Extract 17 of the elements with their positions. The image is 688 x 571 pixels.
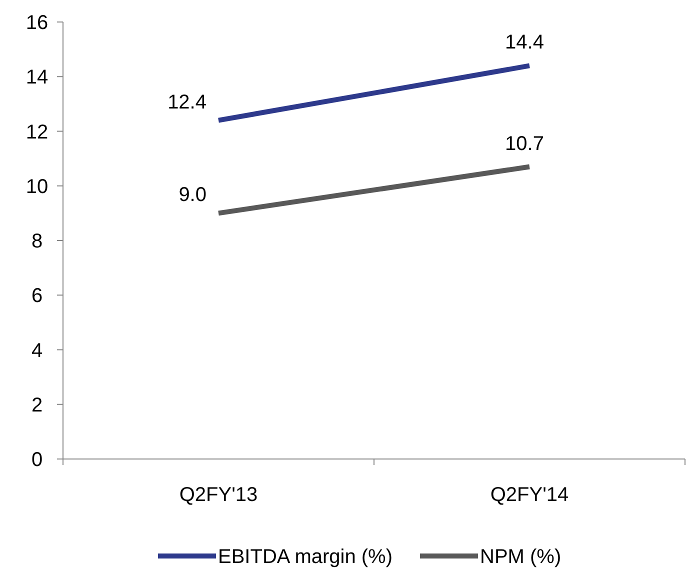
y-tick-label: 10 — [26, 176, 48, 198]
data-label: 10.7 — [505, 132, 544, 155]
y-tick-label: 8 — [31, 230, 43, 252]
y-tick-label: 2 — [31, 394, 43, 416]
y-tick-label: 14 — [26, 66, 48, 89]
legend-label: EBITDA margin (%) — [218, 546, 392, 568]
legend-label: NPM (%) — [480, 546, 562, 568]
data-label: 14.4 — [505, 32, 544, 54]
y-tick-label: 4 — [31, 340, 43, 362]
data-label: 9.0 — [178, 184, 206, 206]
y-tick-label: 6 — [31, 285, 43, 308]
y-tick-label: 16 — [26, 12, 48, 34]
y-tick-label: 0 — [31, 449, 43, 471]
x-tick-label: Q2FY'13 — [179, 484, 258, 506]
data-label: 12.4 — [168, 91, 206, 114]
x-tick-label: Q2FY'14 — [490, 484, 569, 506]
y-tick-label: 12 — [26, 121, 48, 144]
